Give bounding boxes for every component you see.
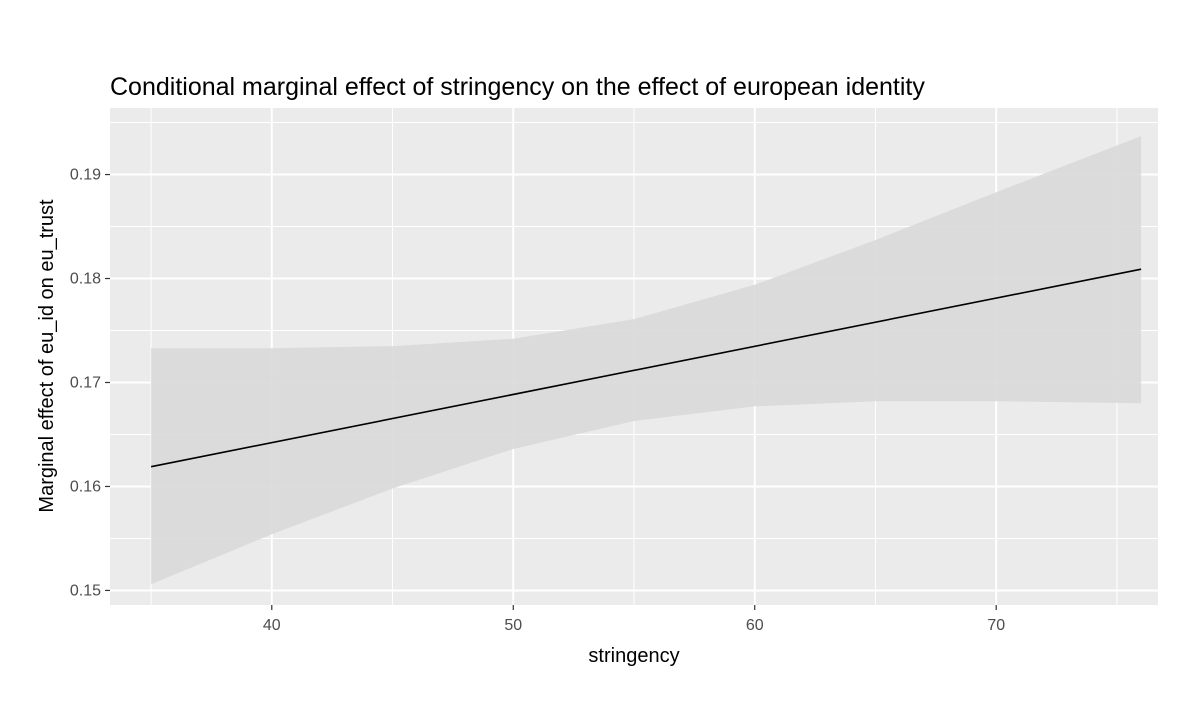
confidence-band [151,136,1142,585]
x-tick-label: 40 [263,617,281,634]
y-tick-label: 0.18 [70,271,101,288]
x-tick-label: 70 [987,617,1005,634]
y-axis-ticks: 0.15 0.16 0.17 0.18 0.19 [70,167,110,599]
x-axis-ticks: 40 50 60 70 [263,605,1005,634]
y-tick-label: 0.15 [70,582,101,599]
x-tick-label: 50 [504,617,522,634]
chart-title: Conditional marginal effect of stringenc… [110,73,925,101]
y-tick-label: 0.17 [70,374,101,391]
x-axis-title: stringency [588,645,679,667]
marginal-effect-line [150,268,1142,468]
y-axis-title: Marginal effect of eu_id on eu_trust [36,199,58,513]
y-tick-label: 0.16 [70,478,101,495]
x-tick-label: 60 [746,617,764,634]
y-tick-label: 0.19 [70,167,101,184]
